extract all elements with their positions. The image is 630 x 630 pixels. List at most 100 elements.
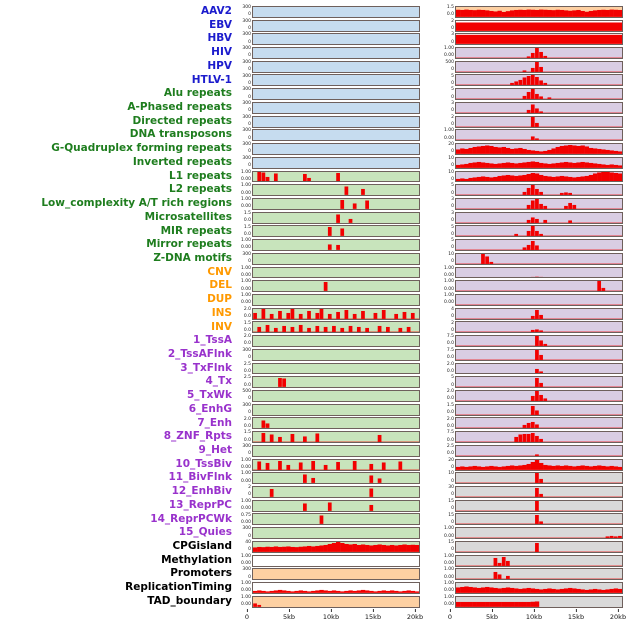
y-tick-label: 0.00 (240, 204, 251, 210)
x-tick-mark (575, 608, 577, 612)
track-plot-right: 1.00 0.00 (440, 293, 623, 307)
signal-area (252, 170, 420, 183)
track-row: 12_EnhBiv 2 0 30 0 (0, 485, 623, 499)
y-tick-label: 1.00 (240, 594, 251, 600)
y-tick-label: 1.5 (446, 5, 454, 10)
y-tick-label: 10 (448, 471, 454, 477)
x-tick-label: 20kb (610, 608, 626, 621)
y-tick-label: 1.00 (240, 183, 251, 189)
track-plot-right: 2.0 0.0 (440, 389, 623, 403)
y-axis-tick-labels: 1.00 0.00 (237, 279, 252, 293)
signal-area (455, 472, 623, 485)
y-tick-label: 300 (242, 526, 251, 532)
track-plot-right: 1.00 0.00 (440, 526, 623, 540)
x-tick-mark (617, 608, 619, 612)
track-row: A-Phased repeats 300 0 3 0 (0, 101, 623, 115)
track-label: Z-DNA motifs (153, 251, 232, 264)
track-row: HPV 300 0 500 0 (0, 60, 623, 74)
signal-area (455, 129, 623, 142)
signal-area (455, 307, 623, 320)
y-tick-label: 0 (248, 94, 251, 100)
y-axis-tick-labels: 10 0 (440, 252, 455, 266)
y-axis-tick-labels: 30 0 (440, 485, 455, 499)
x-tick-mark (288, 608, 290, 612)
track-row: INS 2.0 0.0 4 0 (0, 307, 623, 321)
y-tick-label: 1.00 (443, 46, 454, 52)
y-axis-tick-labels: 2.5 0.0 (237, 362, 252, 376)
y-axis-tick-labels: 1.00 0.00 (237, 266, 252, 280)
y-axis-tick-labels: 1.5 0.0 (237, 430, 252, 444)
y-tick-label: 0 (248, 163, 251, 169)
y-tick-label: 2 (248, 485, 251, 491)
signal-area (455, 499, 623, 512)
y-tick-label: 1.00 (443, 279, 454, 285)
track-plot-left: 300 0 (237, 101, 420, 115)
y-tick-label: 2.0 (243, 306, 251, 312)
signal-area (252, 197, 420, 210)
track-row: ReplicationTiming 1.00 0.00 1.00 0.00 (0, 581, 623, 595)
signal-area (455, 211, 623, 224)
track-plot-left: 300 0 (237, 252, 420, 266)
track-plot-left: 1.5 0.0 (237, 430, 420, 444)
y-tick-label: 0.0 (243, 382, 251, 388)
track-label: CPGisland (172, 540, 232, 553)
signal-area (252, 362, 420, 375)
signal-area (252, 582, 420, 594)
track-label: HTLV-1 (191, 73, 232, 86)
y-axis-tick-labels: 1.00 0.00 (237, 595, 252, 609)
y-axis-tick-labels: 300 0 (237, 60, 252, 74)
y-tick-label: 2.0 (446, 389, 454, 395)
x-tick-mark (414, 608, 416, 612)
y-tick-label: 0.00 (240, 506, 251, 512)
signal-area (252, 376, 420, 389)
y-tick-label: 0.0 (446, 396, 454, 402)
signal-area (455, 293, 623, 306)
track-row: L1 repeats 1.00 0.00 10 0 (0, 170, 623, 184)
y-axis-tick-labels: 1.00 0.00 (237, 499, 252, 513)
y-tick-label: 20 (448, 142, 454, 148)
y-axis-tick-labels: 1.5 0.0 (440, 403, 455, 417)
y-tick-label: 0.00 (240, 588, 251, 594)
y-tick-label: 0.0 (243, 423, 251, 429)
y-tick-label: 0.00 (240, 300, 251, 306)
signal-area (455, 280, 623, 293)
track-label: 11_BivFlnk (168, 471, 232, 484)
track-label: 9_Het (198, 444, 232, 456)
y-tick-label: 0 (248, 396, 251, 402)
y-tick-label: 0.0 (446, 451, 454, 457)
signal-area (252, 444, 420, 457)
track-label: HBV (207, 32, 233, 45)
y-axis-tick-labels: 20 0 (440, 458, 455, 472)
signal-area (455, 348, 623, 361)
signal-area (455, 513, 623, 526)
track-row: INV 1.5 0.0 2 0 (0, 321, 623, 335)
track-plot-right: 30 0 (440, 485, 623, 499)
signal-area (252, 403, 420, 416)
signal-area (455, 568, 623, 581)
y-tick-label: 15 (448, 498, 454, 504)
y-tick-label: 0 (451, 149, 454, 155)
track-plot-left: 1.5 0.0 (237, 211, 420, 225)
y-tick-label: 0 (248, 259, 251, 265)
y-tick-label: 0 (451, 190, 454, 196)
signal-area (252, 239, 420, 251)
y-axis-tick-labels: 300 0 (237, 252, 252, 266)
signal-area (252, 431, 420, 444)
y-axis-tick-labels: 300 0 (237, 567, 252, 581)
y-tick-label: 1.00 (443, 265, 454, 271)
y-tick-label: 2.0 (243, 416, 251, 422)
track-plot-left: 1.00 0.00 (237, 197, 420, 211)
y-axis-tick-labels: 300 0 (237, 87, 252, 101)
signal-area (455, 527, 623, 540)
track-row: CPGisland 40 0 15 0 (0, 540, 623, 554)
track-label: 6_EnhG (188, 402, 232, 415)
track-plot-left: 1.5 0.0 (237, 225, 420, 239)
signal-area (252, 417, 420, 430)
track-row: Alu repeats 300 0 5 0 (0, 87, 623, 101)
